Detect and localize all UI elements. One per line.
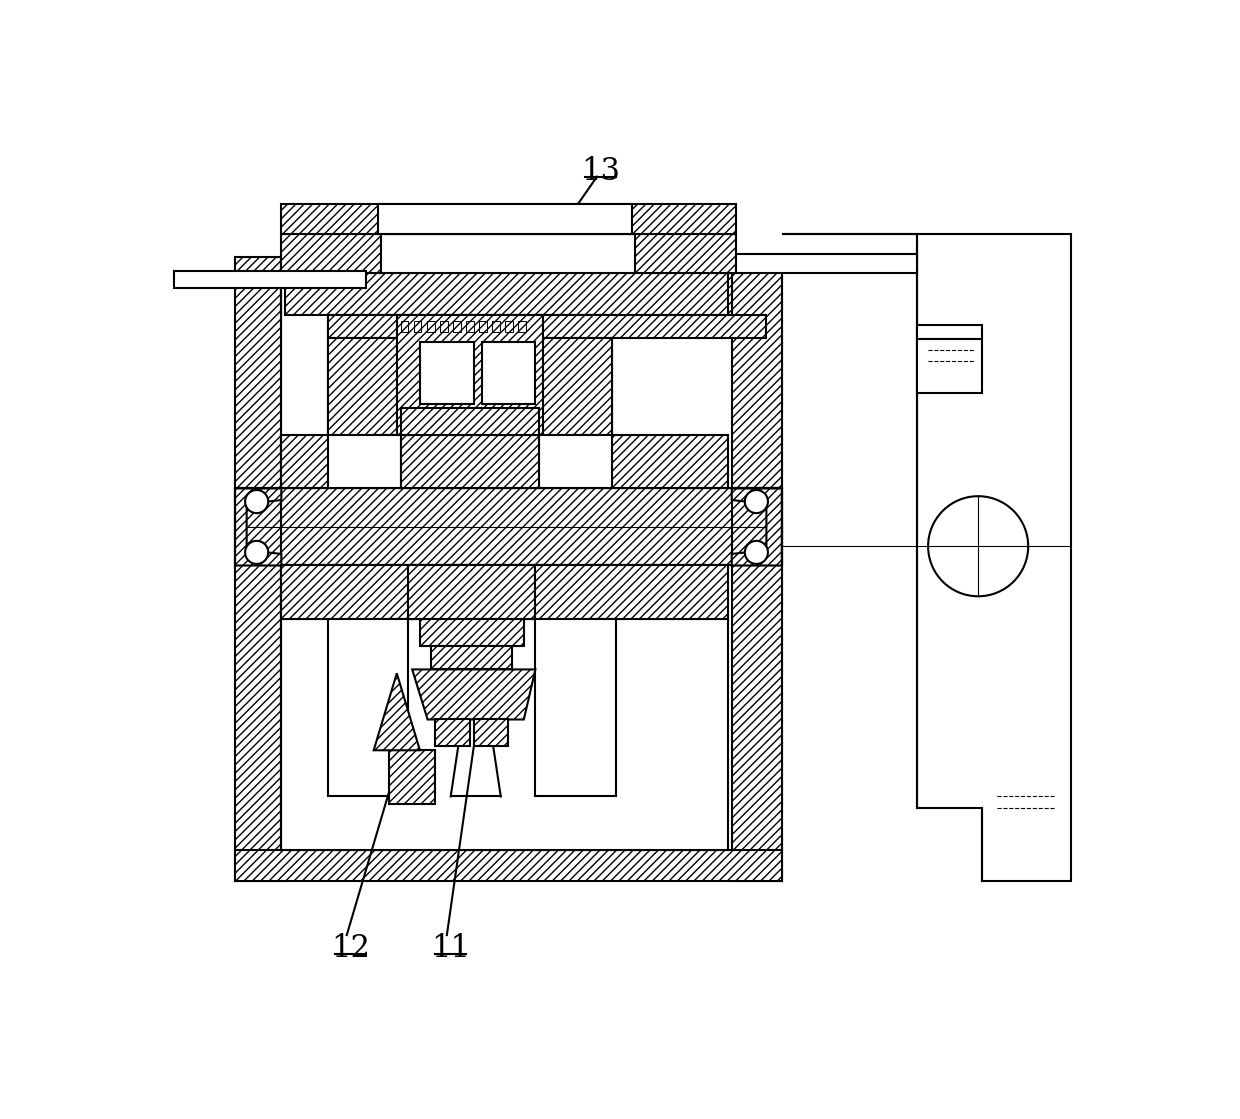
Bar [635,234,735,273]
Bar [435,720,470,746]
Polygon shape [781,234,1070,881]
Bar [466,321,474,332]
Bar [327,316,766,338]
Bar [174,271,366,289]
Polygon shape [732,489,781,565]
Bar [506,321,513,332]
Bar [479,321,487,332]
Bar [401,407,539,434]
Bar [285,273,732,316]
Text: 13: 13 [582,156,620,187]
Bar [539,434,613,489]
Bar [916,339,982,393]
Bar [732,257,781,881]
Polygon shape [373,674,420,750]
Polygon shape [389,750,435,805]
Bar [474,720,508,746]
Bar [916,326,982,339]
Bar [427,321,434,332]
Bar [420,620,523,647]
Bar [236,850,781,881]
Bar [432,647,512,669]
Circle shape [745,540,768,564]
Bar [236,257,281,881]
Bar [453,321,461,332]
Bar [281,434,728,489]
Bar [327,620,408,797]
Bar [518,321,526,332]
Bar [327,338,404,434]
Bar [481,342,536,404]
Circle shape [246,540,268,564]
Polygon shape [236,489,281,565]
Bar [327,434,401,489]
Bar [408,565,536,620]
Bar [281,620,728,850]
Bar [401,434,539,489]
Bar [401,321,408,332]
Text: 12: 12 [331,933,370,965]
Text: 11: 11 [432,933,470,965]
Bar [236,489,781,565]
Bar [420,342,474,404]
Bar [440,321,448,332]
Bar [536,338,613,434]
Bar [732,489,781,565]
Bar [735,254,916,273]
Polygon shape [412,669,536,720]
Bar [492,321,500,332]
Bar [281,565,728,620]
Bar [281,204,735,234]
Bar [236,489,281,565]
Circle shape [928,496,1028,596]
Bar [377,204,631,234]
Bar [397,316,543,434]
Bar [327,316,404,434]
Circle shape [745,490,768,514]
Bar [536,620,616,797]
Bar [414,321,422,332]
Circle shape [246,490,268,514]
Bar [382,234,635,273]
Bar [281,234,382,273]
Bar [536,316,613,434]
